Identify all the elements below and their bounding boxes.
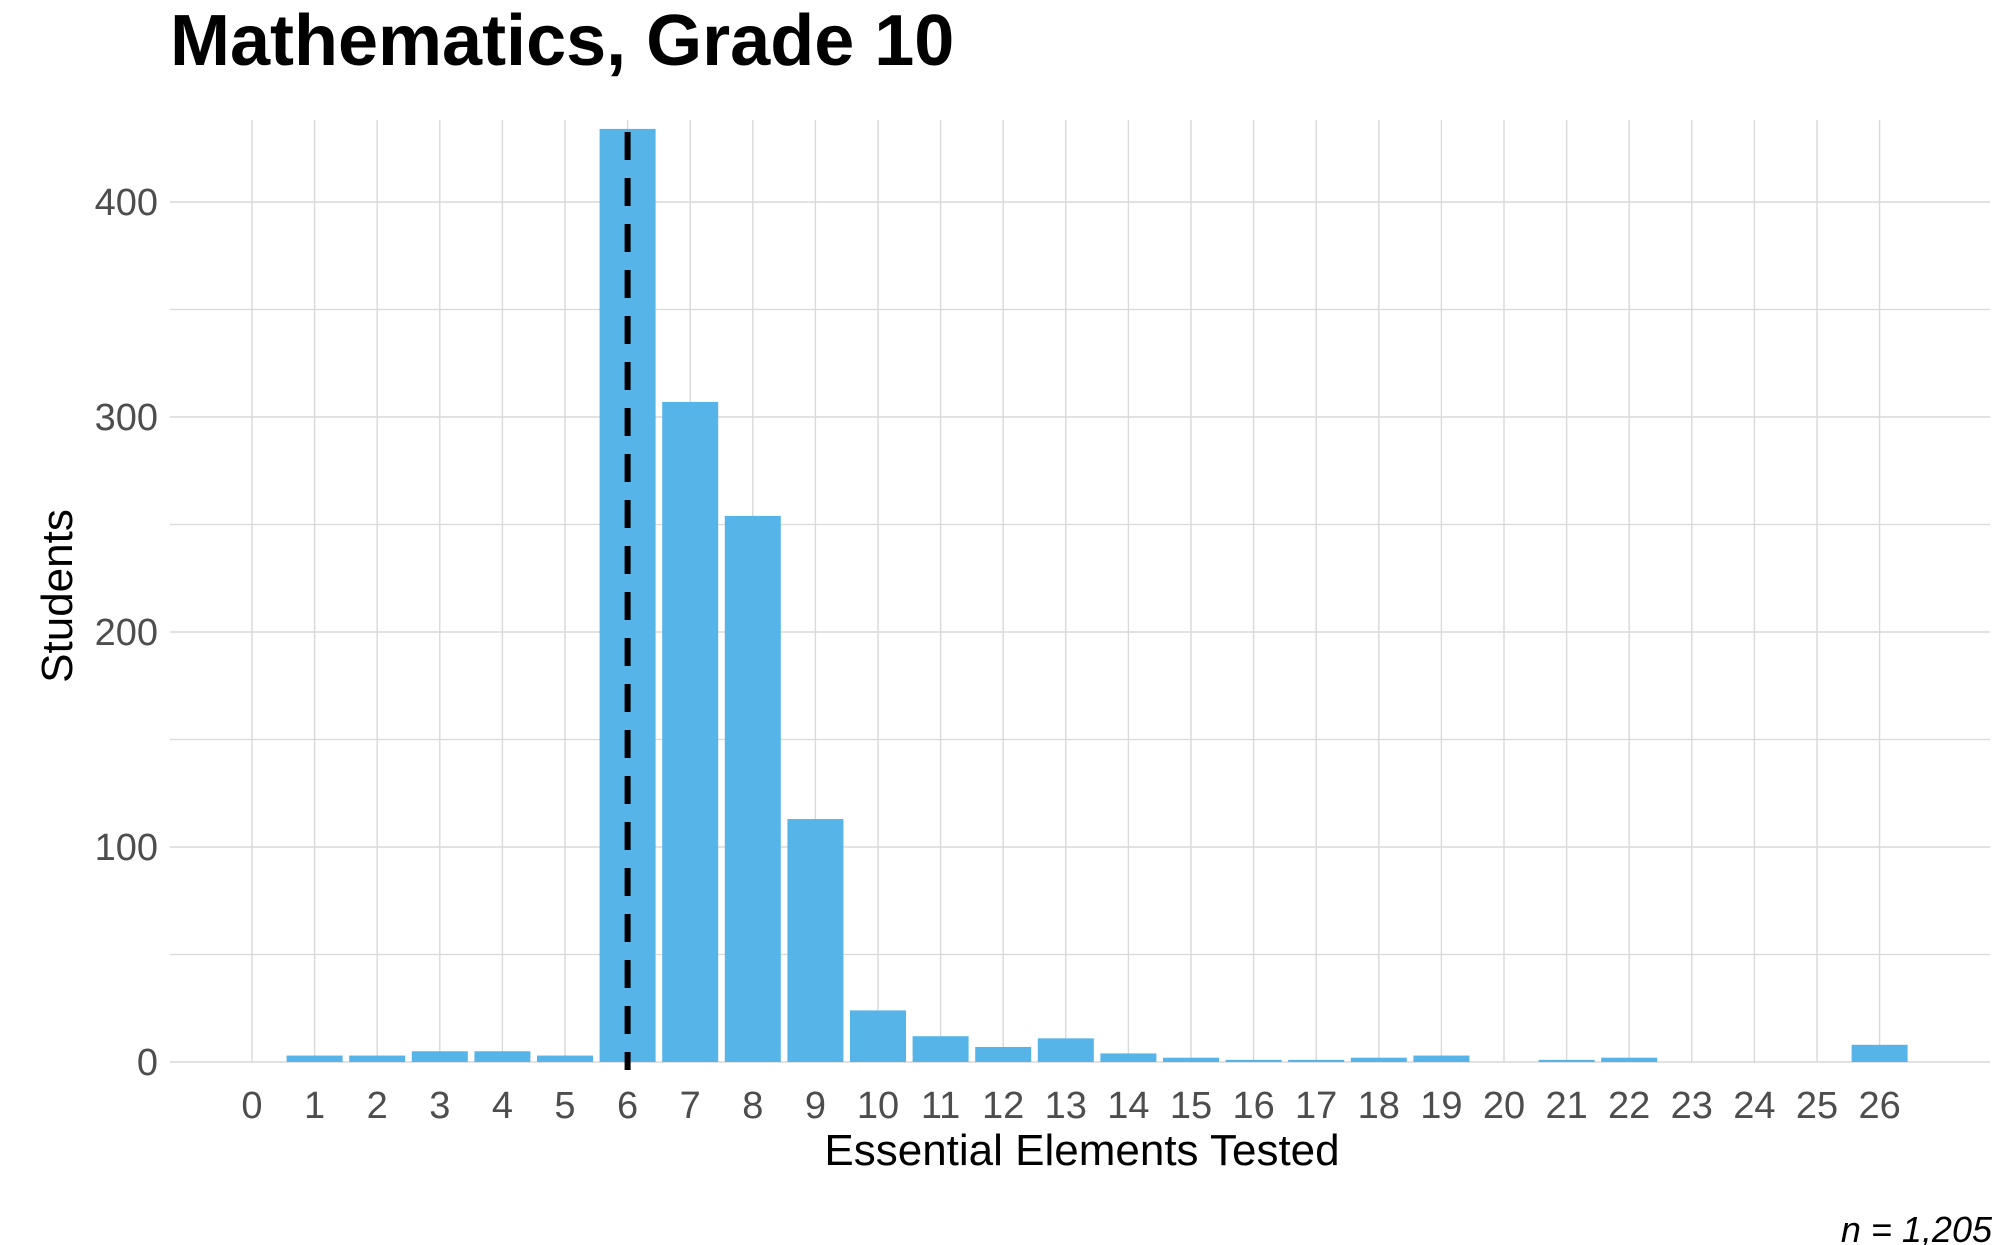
y-tick-label: 400 xyxy=(95,182,158,224)
x-tick-label: 3 xyxy=(429,1085,450,1127)
x-axis-title: Essential Elements Tested xyxy=(824,1126,1339,1175)
x-tick-label: 14 xyxy=(1107,1085,1149,1127)
bar-12 xyxy=(975,1046,1032,1062)
bar-5 xyxy=(537,1055,593,1062)
x-tick-label: 24 xyxy=(1733,1085,1775,1127)
bar-9 xyxy=(787,819,844,1062)
x-tick-label: 23 xyxy=(1671,1085,1713,1127)
bar-16 xyxy=(1225,1059,1282,1062)
bar-8 xyxy=(724,515,781,1062)
bar-13 xyxy=(1037,1038,1094,1062)
bar-3 xyxy=(411,1051,468,1062)
x-tick-label: 8 xyxy=(742,1085,763,1127)
x-tick-label: 6 xyxy=(617,1085,638,1127)
x-tick-label: 9 xyxy=(805,1085,826,1127)
x-tick-label: 20 xyxy=(1483,1085,1525,1127)
bar-1 xyxy=(286,1055,343,1062)
bar-19 xyxy=(1413,1055,1470,1062)
y-tick-label: 0 xyxy=(137,1042,158,1084)
y-tick-label: 200 xyxy=(95,612,158,654)
y-tick-labels: 0 100 200 300 400 xyxy=(95,182,158,1084)
x-tick-label: 12 xyxy=(982,1085,1024,1127)
bar-26 xyxy=(1851,1044,1908,1062)
x-tick-label: 19 xyxy=(1420,1085,1462,1127)
x-tick-label: 7 xyxy=(680,1085,701,1127)
x-tick-label: 4 xyxy=(492,1085,513,1127)
bar-7 xyxy=(662,401,719,1062)
chart-title: Mathematics, Grade 10 xyxy=(170,1,954,81)
x-tick-label: 13 xyxy=(1045,1085,1087,1127)
bars xyxy=(286,128,1908,1062)
x-tick-label: 16 xyxy=(1232,1085,1274,1127)
bar-22 xyxy=(1601,1057,1658,1062)
bar-2 xyxy=(349,1055,406,1062)
bar-21 xyxy=(1538,1059,1595,1062)
x-tick-label: 0 xyxy=(241,1085,262,1127)
x-tick-label: 1 xyxy=(304,1085,325,1127)
grid xyxy=(170,120,1990,1063)
y-tick-label: 100 xyxy=(95,827,158,869)
bar-10 xyxy=(850,1010,906,1062)
x-tick-label: 25 xyxy=(1796,1085,1838,1127)
x-tick-label: 11 xyxy=(921,1085,960,1127)
x-tick-label: 10 xyxy=(857,1085,899,1127)
caption-n: n = 1,205 xyxy=(1841,1209,1993,1245)
bar-11 xyxy=(912,1036,969,1062)
bar-18 xyxy=(1350,1057,1407,1062)
bar-15 xyxy=(1163,1057,1219,1062)
y-tick-label: 300 xyxy=(95,397,158,439)
x-tick-label: 5 xyxy=(554,1085,575,1127)
x-tick-label: 22 xyxy=(1608,1085,1650,1127)
x-tick-label: 15 xyxy=(1170,1085,1212,1127)
bar-17 xyxy=(1288,1059,1345,1062)
x-tick-label: 2 xyxy=(367,1085,388,1127)
x-tick-label: 26 xyxy=(1858,1085,1900,1127)
bar-4 xyxy=(474,1051,531,1062)
x-tick-label: 17 xyxy=(1295,1085,1337,1127)
x-tick-labels: 0 1 2 3 4 5 6 7 8 9 10 11 12 13 14 15 16 17 18 19 20 21 22 23 24… xyxy=(241,1085,1900,1127)
y-axis-title: Students xyxy=(33,509,82,683)
bar-14 xyxy=(1100,1053,1157,1062)
x-tick-label: 21 xyxy=(1545,1085,1587,1127)
x-tick-label: 18 xyxy=(1358,1085,1400,1127)
